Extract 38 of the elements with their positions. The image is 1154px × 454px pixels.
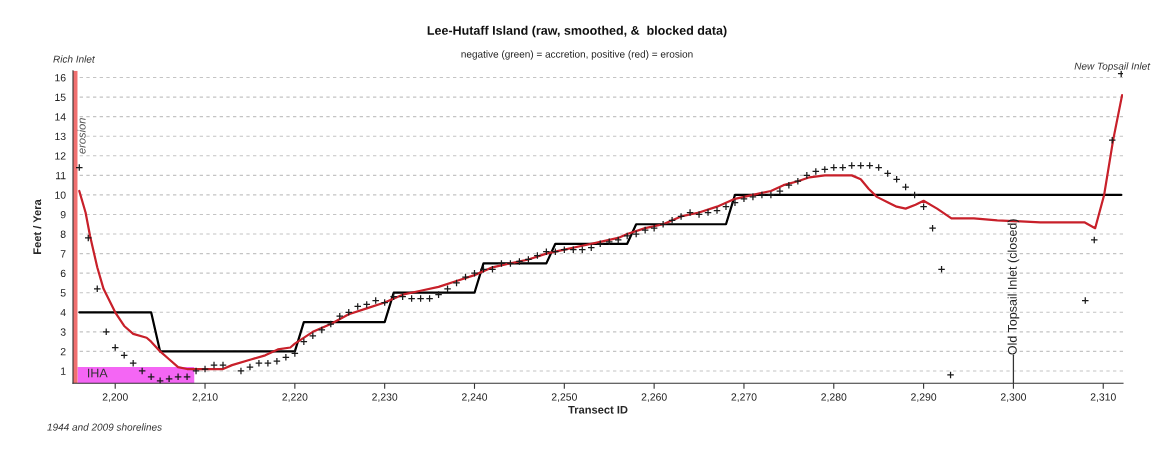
x-tick-label: 2,230 xyxy=(372,393,398,402)
text: Rich Inlet xyxy=(53,55,96,63)
y-tick-label: 13 xyxy=(55,132,66,141)
y-tick-label: 16 xyxy=(55,74,66,82)
x-tick-label: 2,310 xyxy=(1090,393,1116,402)
x-tick-label: 2,270 xyxy=(731,393,757,402)
x-tick-label: 2,210 xyxy=(192,393,218,402)
y-tick-label: 9 xyxy=(60,210,66,219)
x-tick-label: 2,240 xyxy=(461,393,488,402)
ref-line-label: Old Topsail Inlet (closed) xyxy=(1007,219,1020,355)
y-tick-label: 5 xyxy=(60,289,66,297)
y-axis-title: Feet / Yera xyxy=(33,199,42,254)
x-tick-label: 2,290 xyxy=(911,393,937,402)
annotation: New Topsail Inlet xyxy=(1074,62,1151,72)
y-tick-label: 3 xyxy=(60,328,66,336)
chart-title: Lee-Hutaff Island (raw, smoothed, & blocked data) xyxy=(427,25,727,38)
chart-subtitle: negative (green) = accretion, positive (red) = erosion xyxy=(461,50,693,60)
x-tick-label: 2,220 xyxy=(282,393,308,402)
x-tick-label: 2,250 xyxy=(551,393,577,402)
x-axis-title: Transect ID xyxy=(568,405,628,414)
y-tick-label: 2 xyxy=(60,347,66,356)
x-tick-label: 2,200 xyxy=(102,393,128,402)
y-tick-label: 7 xyxy=(60,250,66,258)
series-label: IHA xyxy=(87,368,108,378)
x-tick-label: 2,280 xyxy=(821,393,847,402)
y-tick-label: 1 xyxy=(61,367,66,375)
y-tick-label: 4 xyxy=(60,308,66,317)
y-tick-label: 15 xyxy=(55,93,66,101)
y-tick-label: 11 xyxy=(56,171,66,180)
text: 1944 and 2009 shorelines xyxy=(47,423,162,431)
band-label: erosion xyxy=(77,118,86,154)
x-tick-label: 2,300 xyxy=(1000,393,1027,402)
y-tick-label: 6 xyxy=(60,269,66,278)
y-tick-label: 14 xyxy=(55,113,66,121)
y-tick-label: 12 xyxy=(55,152,66,160)
y-tick-label: 10 xyxy=(55,191,66,199)
x-tick-label: 2,260 xyxy=(641,393,667,402)
y-tick-label: 8 xyxy=(60,230,66,238)
